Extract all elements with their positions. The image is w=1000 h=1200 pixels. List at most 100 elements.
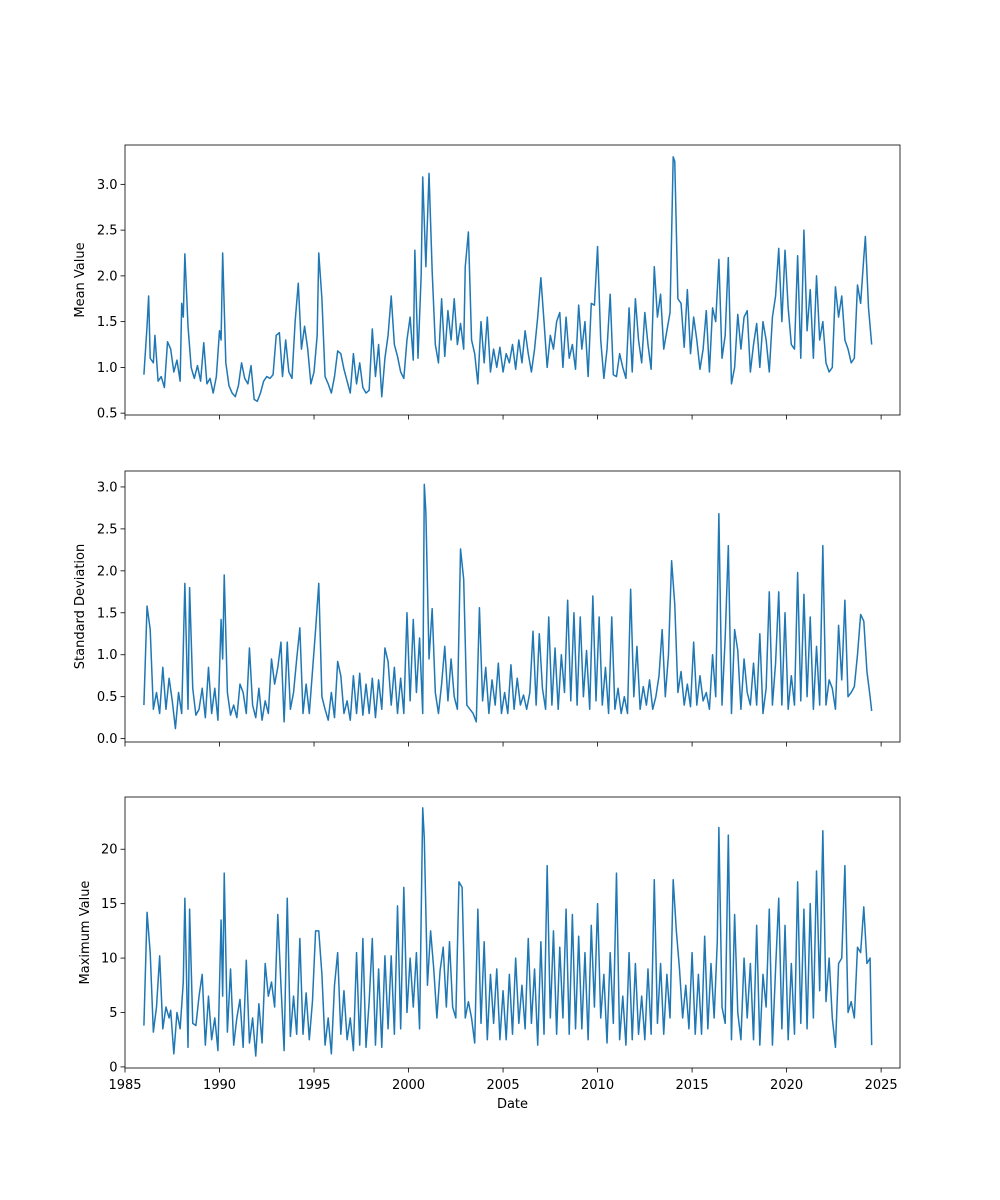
- mean-value-data-point: [809, 289, 811, 291]
- standard-deviation-data-point: [305, 683, 307, 685]
- standard-deviation-data-point: [453, 696, 455, 698]
- maximum-value-data-point: [236, 1017, 238, 1019]
- maximum-value-data-point: [527, 938, 529, 940]
- maximum-value-data-point: [165, 1006, 167, 1008]
- standard-deviation-data-point: [548, 616, 550, 618]
- mean-value-data-point: [616, 376, 618, 378]
- mean-value-data-point: [206, 383, 208, 385]
- mean-value-data-point: [609, 293, 611, 295]
- maximum-value-data-point: [346, 1039, 348, 1041]
- mean-value-data-point: [157, 380, 159, 382]
- mean-value-data-point: [353, 353, 355, 355]
- standard-deviation-data-point: [245, 713, 247, 715]
- maximum-value-data-point: [559, 946, 561, 948]
- standard-deviation-data-point: [286, 641, 288, 643]
- mean-value-data-point: [690, 353, 692, 355]
- mean-value-data-point: [854, 357, 856, 359]
- maximum-value-data-point: [198, 995, 200, 997]
- maximum-value-data-point: [384, 955, 386, 957]
- maximum-value-data-point: [400, 1028, 402, 1030]
- standard-deviation-data-point: [390, 704, 392, 706]
- standard-deviation-data-point: [362, 714, 364, 716]
- mean-value-data-point: [806, 330, 808, 332]
- standard-deviation-data-point: [501, 713, 503, 715]
- standard-deviation-data-point: [236, 717, 238, 719]
- mean-value-data-point: [871, 344, 873, 346]
- maximum-value-data-point: [543, 1033, 545, 1035]
- maximum-value-data-point: [562, 1017, 564, 1019]
- standard-deviation-data-point: [756, 704, 758, 706]
- standard-deviation-data-point: [683, 704, 685, 706]
- standard-deviation-data-point: [309, 713, 311, 715]
- standard-deviation-data-point: [545, 708, 547, 710]
- mean-value-axes-frame: [124, 144, 901, 416]
- maximum-value-data-point: [189, 908, 191, 910]
- standard-deviation-data-point: [655, 696, 657, 698]
- maximum-value-data-point: [239, 999, 241, 1001]
- standard-deviation-data-point: [551, 704, 553, 706]
- standard-deviation-data-point: [709, 708, 711, 710]
- maximum-value-data-point: [831, 1017, 833, 1019]
- standard-deviation-data-point: [687, 683, 689, 685]
- mean-value-data-point: [331, 392, 333, 394]
- standard-deviation-data-point: [296, 658, 298, 660]
- maximum-value-data-point: [688, 1028, 690, 1030]
- standard-deviation-data-point: [602, 704, 604, 706]
- mean-value-data-point: [641, 362, 643, 364]
- maximum-value-data-point: [734, 914, 736, 916]
- mean-value-data-point: [447, 310, 449, 312]
- maximum-value-y-tick-label: 10: [101, 952, 118, 967]
- maximum-value-data-point: [222, 995, 224, 997]
- standard-deviation-data-point: [652, 708, 654, 710]
- mean-value-data-point: [568, 357, 570, 359]
- maximum-value-data-point: [153, 1031, 155, 1033]
- maximum-value-data-point: [743, 957, 745, 959]
- standard-deviation-data-point: [863, 620, 865, 622]
- standard-deviation-data-point: [211, 713, 213, 715]
- mean-value-data-point: [680, 303, 682, 305]
- standard-deviation-data-point: [387, 661, 389, 663]
- mean-value-data-point: [731, 383, 733, 385]
- maximum-value-data-point: [590, 925, 592, 927]
- standard-deviation-data-point: [372, 677, 374, 679]
- standard-deviation-data-point: [592, 595, 594, 597]
- mean-value-data-point: [724, 335, 726, 337]
- standard-deviation-axes-frame: [124, 470, 901, 743]
- maximum-value-data-point: [403, 887, 405, 889]
- maximum-value-data-point: [685, 984, 687, 986]
- maximum-value-panel: 0 5 10 15 20 1985 1990 1995 2000 2005 2010 2015 2020…: [78, 796, 901, 1112]
- mean-value-data-point: [863, 257, 865, 259]
- standard-deviation-data-point: [187, 708, 189, 710]
- maximum-value-data-point: [293, 995, 295, 997]
- standard-deviation-data-point: [264, 700, 266, 702]
- maximum-value-data-point: [261, 1042, 263, 1044]
- standard-deviation-data-point: [227, 692, 229, 694]
- mean-value-data-point: [797, 255, 799, 257]
- maximum-value-x-tick-label: 2005: [487, 1078, 520, 1093]
- standard-deviation-data-point: [775, 662, 777, 664]
- standard-deviation-data-point: [356, 713, 358, 715]
- standard-deviation-data-point: [605, 667, 607, 669]
- maximum-value-data-point: [721, 1006, 723, 1008]
- mean-value-data-point: [228, 385, 230, 387]
- maximum-value-data-point: [679, 968, 681, 970]
- maximum-value-data-point: [499, 1039, 501, 1041]
- maximum-value-data-point: [784, 925, 786, 927]
- mean-value-y-axis-label: Mean Value: [73, 242, 88, 317]
- standard-deviation-data-point: [690, 706, 692, 708]
- mean-value-data-point: [194, 378, 196, 380]
- maximum-value-data-point: [349, 1017, 351, 1019]
- mean-value-data-point: [622, 367, 624, 369]
- standard-deviation-data-point: [258, 688, 260, 690]
- maximum-value-data-point: [211, 1039, 213, 1041]
- maximum-value-data-point: [424, 838, 426, 840]
- maximum-value-data-point: [841, 957, 843, 959]
- mean-value-data-point: [518, 339, 520, 341]
- standard-deviation-data-point: [280, 641, 282, 643]
- standard-deviation-data-point: [192, 688, 194, 690]
- mean-value-data-point: [687, 289, 689, 291]
- maximum-value-data-point: [149, 952, 151, 954]
- maximum-value-data-point: [305, 992, 307, 994]
- mean-value-data-point: [578, 304, 580, 306]
